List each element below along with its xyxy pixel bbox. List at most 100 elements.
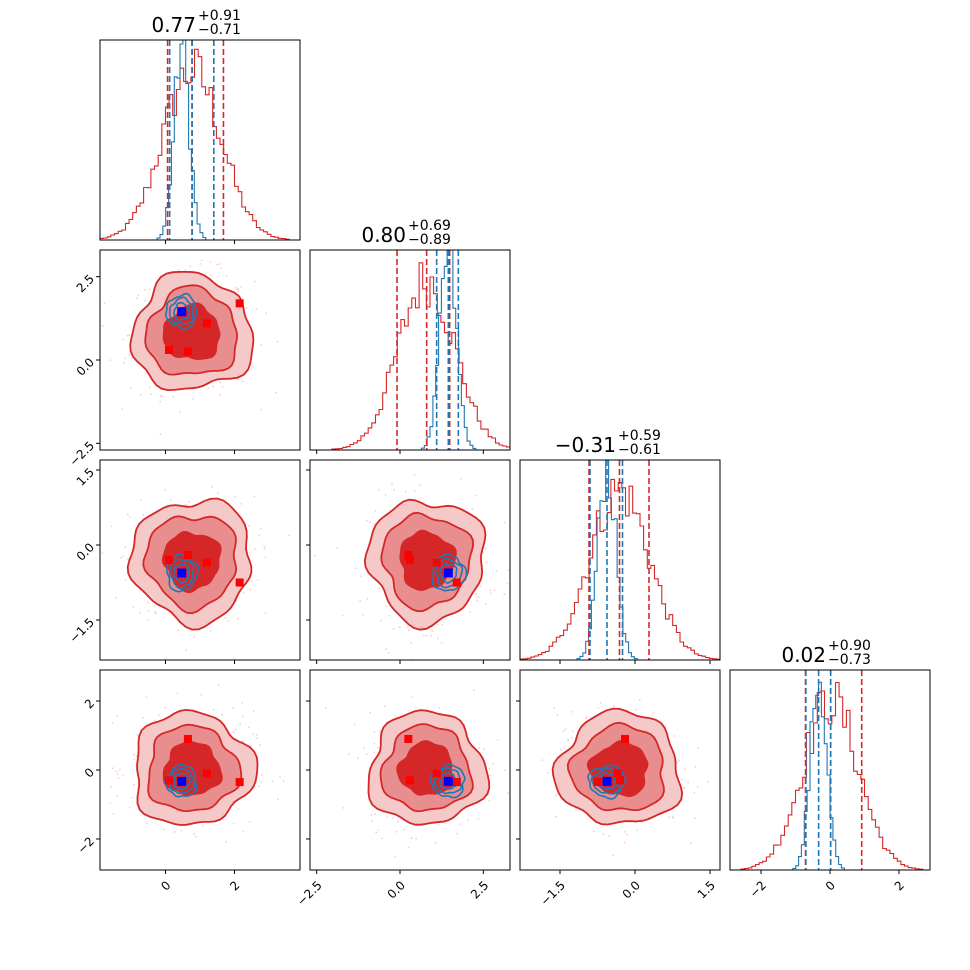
sample-point: [687, 781, 690, 784]
sample-point: [459, 477, 462, 480]
sample-point: [159, 395, 162, 398]
sample-point: [369, 711, 371, 714]
marker-red-3: [235, 778, 244, 787]
sample-point: [356, 757, 359, 760]
sample-point: [403, 828, 405, 831]
sample-point: [264, 556, 267, 559]
sample-point: [133, 753, 136, 756]
sample-point: [684, 767, 686, 769]
sample-point: [256, 737, 258, 740]
marker-red-1: [183, 551, 192, 559]
marker-red-3: [593, 778, 602, 787]
sample-point: [225, 840, 228, 843]
sample-point: [112, 767, 114, 769]
sample-point: [377, 829, 379, 832]
sample-point: [275, 391, 277, 394]
marker-blue: [177, 568, 187, 578]
marker-blue: [443, 568, 453, 578]
sample-point: [164, 488, 167, 491]
sample-point: [385, 605, 388, 607]
sample-point: [161, 395, 164, 398]
sample-point: [224, 617, 227, 619]
sample-point: [477, 596, 480, 599]
sample-point: [153, 605, 156, 608]
sample-point: [410, 837, 413, 840]
sample-point: [495, 570, 498, 572]
sample-point: [129, 516, 131, 518]
sample-point: [556, 714, 559, 716]
sample-point: [116, 773, 119, 776]
sample-point: [585, 715, 588, 718]
sample-point: [131, 797, 134, 799]
sample-point: [694, 817, 696, 820]
title-lower-error: −0.89: [408, 232, 451, 248]
sample-point: [122, 555, 124, 558]
sample-point: [237, 808, 240, 810]
histogram-blue-4: [730, 681, 930, 870]
sample-point: [116, 795, 119, 797]
y-tick-label: 1.5: [74, 465, 97, 488]
sample-point: [122, 774, 124, 776]
sample-point: [221, 386, 224, 388]
sample-point: [227, 620, 230, 622]
sample-point: [365, 753, 368, 755]
sample-point: [145, 696, 148, 698]
sample-point: [247, 726, 250, 729]
sample-point: [260, 774, 263, 776]
contour-blue-2: [587, 764, 627, 800]
sample-point: [410, 642, 412, 644]
sample-point: [378, 587, 381, 590]
sample-point: [200, 259, 203, 262]
contour-blue-0: [174, 772, 191, 790]
sample-point: [216, 263, 218, 266]
sample-point: [127, 558, 129, 561]
sample-point: [149, 288, 151, 291]
x-tick-label: 2: [892, 878, 907, 893]
sample-point: [232, 731, 235, 734]
sample-point: [488, 799, 491, 802]
sample-point: [694, 766, 697, 768]
sample-point: [135, 297, 138, 300]
sample-point: [139, 611, 141, 614]
sample-point: [110, 525, 113, 528]
sample-point: [128, 806, 131, 809]
sample-point: [119, 556, 122, 559]
sample-point: [117, 777, 120, 779]
y-tick-label: 0.0: [74, 540, 97, 563]
sample-point: [396, 820, 399, 823]
sample-point: [562, 730, 565, 732]
title-value: −0.31: [555, 433, 616, 457]
sample-point: [392, 628, 395, 630]
marker-red-3: [235, 578, 244, 587]
title-upper-error: +0.91: [198, 8, 241, 24]
marker-blue: [177, 776, 187, 786]
sample-point: [124, 578, 127, 581]
sample-point: [369, 521, 372, 524]
marker-red-1: [621, 734, 629, 743]
sample-point: [279, 776, 281, 779]
sample-point: [696, 786, 699, 788]
sample-point: [353, 723, 356, 726]
sample-point: [384, 493, 387, 496]
sample-point: [195, 835, 198, 838]
sample-point: [126, 334, 129, 337]
sample-point: [155, 612, 157, 615]
sample-point: [258, 534, 260, 537]
title-upper-error: +0.59: [618, 428, 661, 444]
sample-point: [723, 797, 725, 799]
marker-red-2: [202, 558, 211, 567]
sample-point: [170, 499, 173, 502]
sample-point: [163, 828, 166, 831]
sample-point: [112, 812, 115, 815]
sample-point: [383, 705, 386, 707]
sample-point: [444, 822, 447, 825]
sample-point: [265, 312, 268, 315]
sample-point: [391, 483, 393, 486]
sample-point: [179, 410, 182, 413]
sample-point: [263, 547, 266, 550]
sample-point: [271, 780, 274, 783]
sample-point: [690, 842, 692, 844]
sample-point: [132, 606, 135, 608]
sample-point: [608, 835, 610, 838]
histogram-red-4: [730, 681, 930, 870]
